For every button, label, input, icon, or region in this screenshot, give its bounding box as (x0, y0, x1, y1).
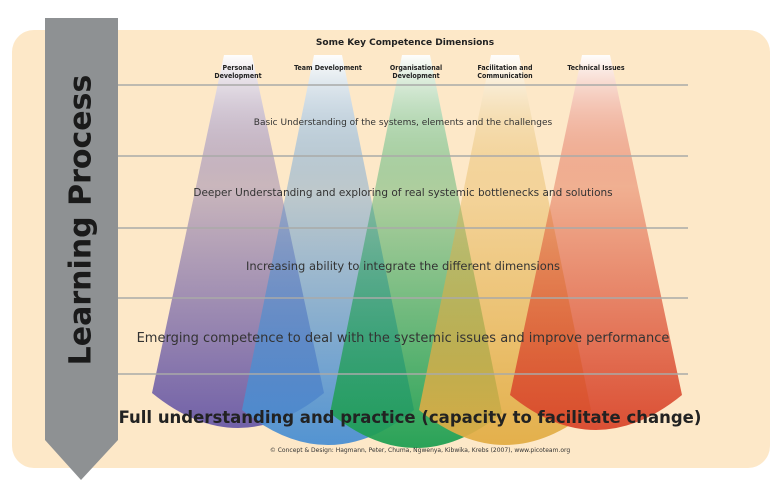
dimension-label: Organisational Development (389, 64, 443, 80)
credit-text: © Concept & Design: Hagmann, Peter, Chum… (269, 447, 571, 454)
dimension-label: Facilitation and Communication (477, 64, 533, 80)
learning-process-arrow (45, 18, 118, 480)
level-3: Increasing ability to integrate the diff… (245, 259, 561, 273)
dimension-label: Technical Issues (567, 64, 625, 72)
level-5: Full understanding and practice (capacit… (118, 408, 702, 427)
dimension-label: Team Development (294, 64, 362, 72)
dimension-label: Personal Development (214, 64, 262, 80)
level-2: Deeper Understanding and exploring of re… (193, 187, 613, 199)
level-4: Emerging competence to deal with the sys… (136, 331, 670, 346)
side-label: Learning Process (63, 74, 99, 366)
level-1: Basic Understanding of the systems, elem… (253, 118, 553, 128)
beam-technical-issues (510, 55, 682, 430)
diagram-title: Some Key Competence Dimensions (315, 38, 495, 48)
